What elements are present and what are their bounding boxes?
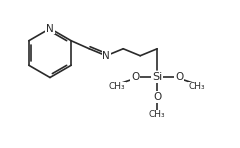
Text: O: O xyxy=(175,72,183,82)
Text: CH₃: CH₃ xyxy=(189,82,205,91)
Text: Si: Si xyxy=(152,72,162,82)
Text: CH₃: CH₃ xyxy=(149,110,166,119)
Text: O: O xyxy=(153,92,161,102)
Text: N: N xyxy=(102,51,110,61)
Text: O: O xyxy=(131,72,139,82)
Text: CH₃: CH₃ xyxy=(109,82,126,91)
Text: N: N xyxy=(46,24,54,33)
